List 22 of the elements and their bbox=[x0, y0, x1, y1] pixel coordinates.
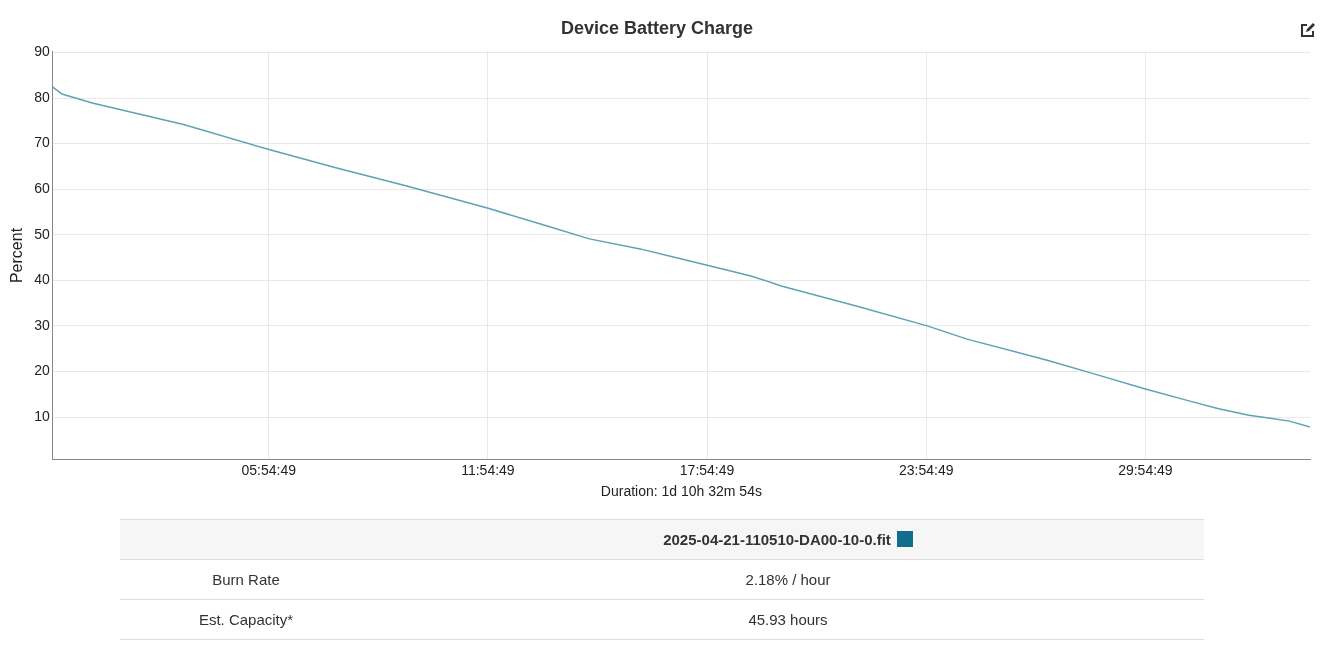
text: Est. Capacity* bbox=[120, 599, 372, 640]
y-tick-label: 50 bbox=[34, 225, 50, 242]
y-tick-label: 10 bbox=[34, 407, 50, 424]
y-tick-label: 30 bbox=[34, 316, 50, 333]
text: 2.18% / hour bbox=[372, 559, 1204, 600]
y-tick-label: 90 bbox=[34, 43, 50, 60]
y-tick-label: 80 bbox=[34, 88, 50, 105]
text: Burn Rate bbox=[120, 559, 372, 600]
x-tick-label: 23:54:49 bbox=[898, 461, 954, 478]
y-tick-label: 40 bbox=[34, 271, 50, 288]
x-axis-title: Duration: 1d 10h 32m 54s bbox=[600, 483, 762, 500]
text: 2025-04-21-110510-DA00-10-0.fit bbox=[663, 531, 891, 548]
x-tick-label: 11:54:49 bbox=[461, 461, 515, 478]
y-tick-label: 60 bbox=[34, 180, 50, 197]
y-axis-title: Percent bbox=[8, 227, 26, 284]
text: 45.93 hours bbox=[372, 599, 1204, 640]
x-tick-label: 17:54:49 bbox=[679, 461, 735, 478]
x-tick-label: 29:54:49 bbox=[1118, 461, 1173, 478]
y-tick-label: 20 bbox=[34, 362, 50, 379]
chart-title: Device Battery Charge bbox=[560, 17, 754, 38]
x-tick-label: 05:54:49 bbox=[241, 461, 297, 478]
y-tick-label: 70 bbox=[34, 134, 50, 151]
